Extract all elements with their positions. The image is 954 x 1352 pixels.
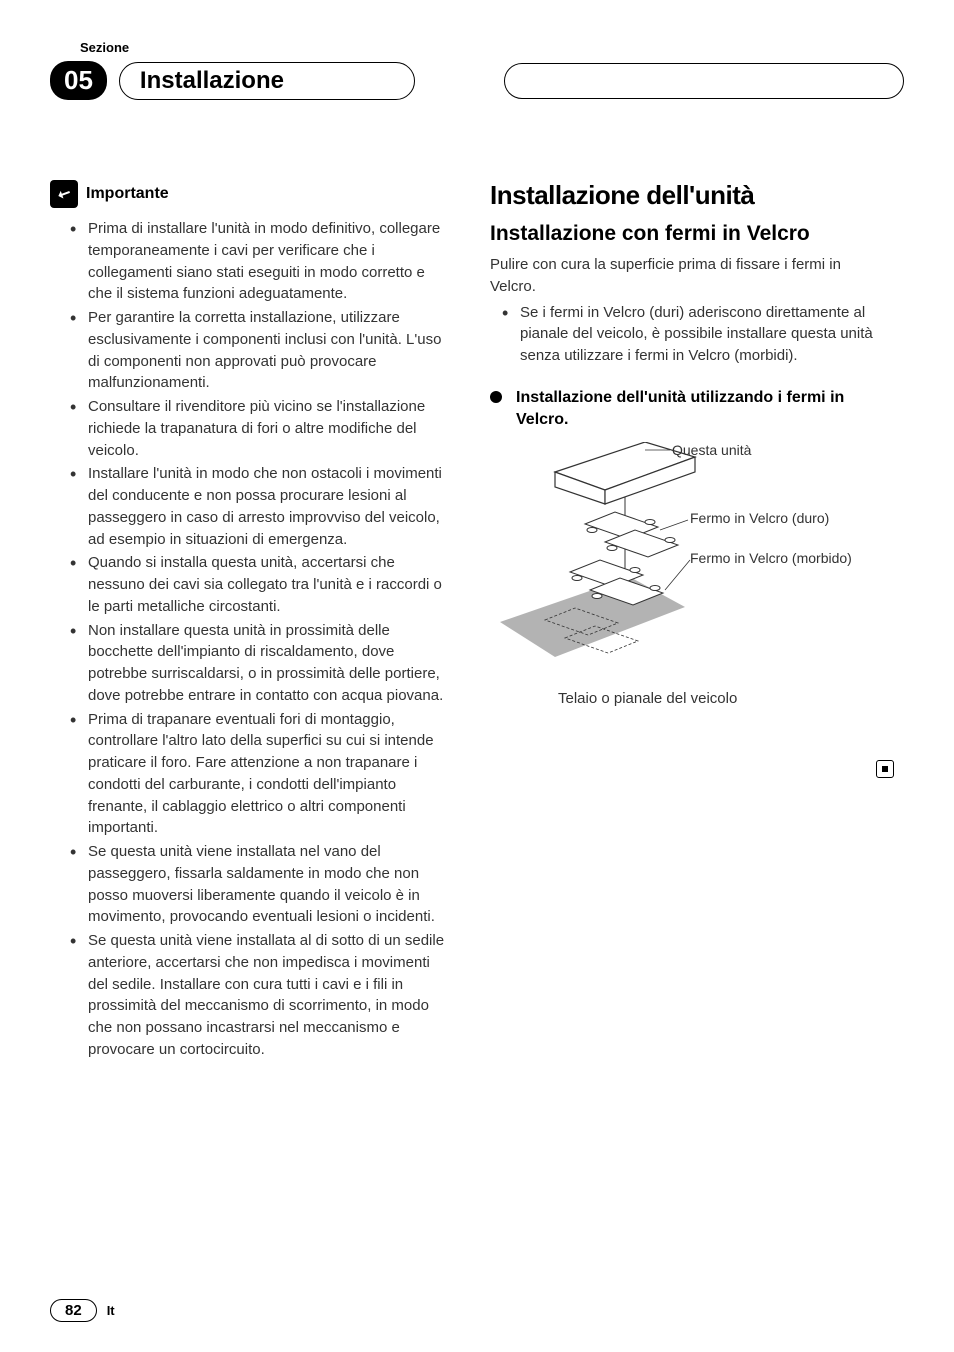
end-section-icon xyxy=(876,760,894,778)
section-title: Installazione xyxy=(119,62,415,100)
important-bullet-list: Prima di installare l'unità in modo defi… xyxy=(50,218,450,1061)
list-item: Installare l'unità in modo che non ostac… xyxy=(70,463,450,550)
list-item: Quando si installa questa unità, accerta… xyxy=(70,552,450,617)
circle-bullet-icon xyxy=(490,391,502,403)
list-item: Prima di trapanare eventuali fori di mon… xyxy=(70,709,450,840)
important-label: Importante xyxy=(86,185,169,203)
intro-text: Pulire con cura la superficie prima di f… xyxy=(490,254,890,298)
header-row: 05 Installazione xyxy=(50,61,904,100)
installation-diagram: Questa unità Fermo in Velcro (duro) Ferm… xyxy=(490,442,870,682)
callout-unit: Questa unità xyxy=(672,442,751,458)
section-number-badge: 05 xyxy=(50,61,107,100)
section-label: Sezione xyxy=(80,40,904,55)
right-bullet-list: Se i fermi in Velcro (duri) aderiscono d… xyxy=(490,302,890,367)
diagram-caption: Telaio o pianale del veicolo xyxy=(558,690,890,707)
callout-velcro-soft: Fermo in Velcro (morbido) xyxy=(690,550,870,566)
sub-heading: Installazione con fermi in Velcro xyxy=(490,221,890,246)
header-right-pill xyxy=(504,63,904,99)
list-item: Se i fermi in Velcro (duri) aderiscono d… xyxy=(490,302,890,367)
important-icon xyxy=(50,180,78,208)
right-column: Installazione dell'unità Installazione c… xyxy=(490,180,890,1063)
language-label: It xyxy=(107,1303,115,1318)
list-item: Se questa unità viene installata al di s… xyxy=(70,930,450,1061)
callout-velcro-hard: Fermo in Velcro (duro) xyxy=(690,510,829,526)
list-item: Consultare il rivenditore più vicino se … xyxy=(70,396,450,461)
list-item: Non installare questa unità in prossimit… xyxy=(70,620,450,707)
list-item: Per garantire la corretta installazione,… xyxy=(70,307,450,394)
left-column: Importante Prima di installare l'unità i… xyxy=(50,180,450,1063)
main-heading: Installazione dell'unità xyxy=(490,180,890,211)
page-number: 82 xyxy=(50,1299,97,1322)
list-item: Se questa unità viene installata nel van… xyxy=(70,841,450,928)
list-item: Prima di installare l'unità in modo defi… xyxy=(70,218,450,305)
procedure-heading: Installazione dell'unità utilizzando i f… xyxy=(516,387,890,430)
page-footer: 82 It xyxy=(50,1299,115,1322)
